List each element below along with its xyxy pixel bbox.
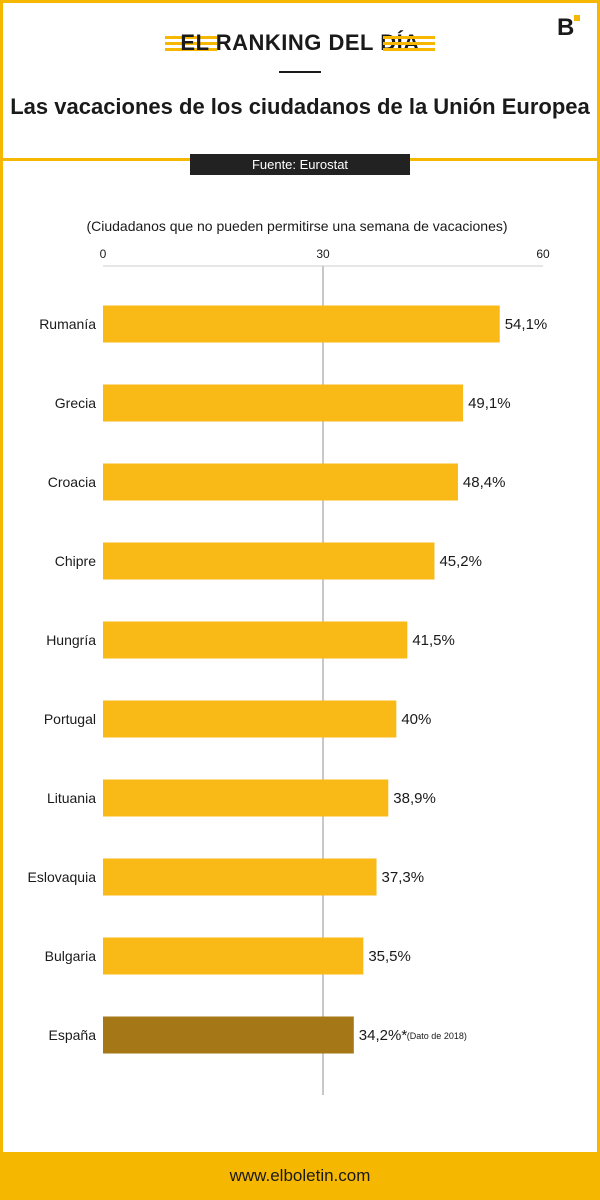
- data-label: 37,3%: [382, 869, 425, 886]
- category-label: Hungría: [46, 632, 96, 648]
- bar: [103, 779, 389, 817]
- bar: [103, 305, 500, 343]
- category-label: Lituania: [47, 790, 96, 806]
- title-rule: [279, 71, 321, 73]
- bar: [103, 621, 408, 659]
- data-label: 34,2%*: [359, 1027, 408, 1044]
- annotation-note: (Dato de 2018): [407, 1031, 467, 1041]
- bar: [103, 463, 458, 501]
- data-label: 45,2%: [439, 553, 482, 570]
- bar: [103, 858, 377, 896]
- page-title: Las vacaciones de los ciudadanos de la U…: [10, 94, 590, 119]
- category-label: Bulgaria: [45, 948, 97, 964]
- tick-label: 60: [536, 247, 550, 261]
- category-label: Chipre: [55, 553, 96, 569]
- data-label: 48,4%: [463, 474, 506, 491]
- category-label: Rumanía: [39, 316, 96, 332]
- category-label: Eslovaquia: [28, 869, 97, 885]
- data-label: 38,9%: [393, 790, 436, 807]
- footer[interactable]: www.elboletin.com: [0, 1152, 600, 1200]
- brand-logo: B: [557, 14, 575, 41]
- ranking-chart: (Ciudadanos que no pueden permitirse una…: [28, 218, 550, 1095]
- tick-label: 30: [316, 247, 330, 261]
- source-label: Fuente: Eurostat: [190, 154, 410, 175]
- bar: [103, 1016, 354, 1054]
- kicker-stripes-left: [165, 36, 217, 54]
- category-label: Grecia: [55, 395, 96, 411]
- data-label: 49,1%: [468, 395, 511, 412]
- category-label: España: [49, 1027, 97, 1043]
- bar: [103, 700, 397, 738]
- category-label: Croacia: [48, 474, 96, 490]
- logo-dot: [574, 15, 580, 21]
- data-label: 54,1%: [505, 316, 548, 333]
- bar: [103, 937, 364, 975]
- kicker: EL RANKING DEL DÍA: [180, 30, 420, 55]
- tick-label: 0: [100, 247, 107, 261]
- data-label: 41,5%: [412, 632, 455, 649]
- data-label: 35,5%: [368, 948, 411, 965]
- kicker-stripes-right: [383, 36, 435, 54]
- category-label: Portugal: [44, 711, 96, 727]
- data-label: 40%: [401, 711, 431, 728]
- bar: [103, 542, 435, 580]
- chart-subtitle: (Ciudadanos que no pueden permitirse una…: [86, 218, 507, 234]
- bar: [103, 384, 464, 422]
